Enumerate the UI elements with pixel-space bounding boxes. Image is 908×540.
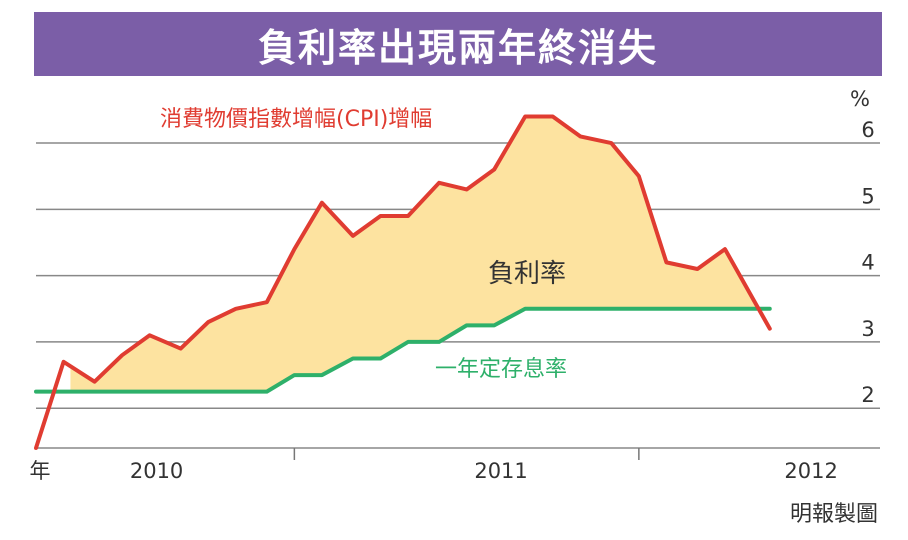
deposit-series-label: 一年定存息率 xyxy=(435,357,567,382)
x-tick-label: 2012 xyxy=(784,459,837,483)
y-tick-label: 4 xyxy=(861,251,874,275)
y-tick-label: 5 xyxy=(861,184,874,208)
y-tick-label: 2 xyxy=(861,383,874,407)
cpi-line xyxy=(34,114,772,450)
source-credit: 明報製圖 xyxy=(789,502,878,527)
negative-rate-area xyxy=(70,116,762,392)
x-start-label: 年 xyxy=(30,459,51,483)
x-tick-label: 2011 xyxy=(474,459,527,483)
chart-title-bar: 負利率出現兩年終消失 xyxy=(34,12,882,76)
cpi-series-label: 消費物價指數增幅(CPI)增幅 xyxy=(160,107,432,132)
y-unit-label: % xyxy=(850,87,870,111)
x-tick-label: 2010 xyxy=(130,459,183,483)
y-tick-label: 6 xyxy=(861,118,874,142)
chart-title: 負利率出現兩年終消失 xyxy=(257,25,658,70)
negative-rate-label: 負利率 xyxy=(488,259,566,289)
y-tick-label: 3 xyxy=(861,317,874,341)
deposit-rate-line xyxy=(34,306,772,394)
